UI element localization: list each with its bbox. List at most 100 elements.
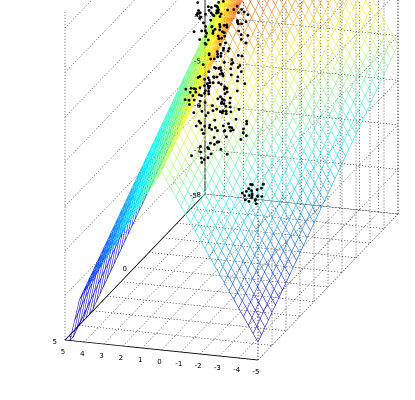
scatter-point — [207, 78, 211, 82]
scatter-point — [221, 124, 225, 128]
scatter-point — [212, 75, 215, 79]
scatter-point — [201, 63, 205, 66]
scatter-point — [200, 128, 204, 132]
scatter-point — [226, 49, 230, 53]
scatter-point — [225, 23, 229, 27]
scatter-point — [221, 74, 225, 78]
scatter-point — [217, 67, 221, 70]
scatter-point — [200, 94, 203, 98]
scatter-point — [206, 156, 210, 160]
scatter-point — [228, 125, 232, 129]
x-tick-label: 4 — [80, 350, 85, 358]
scatter-point — [247, 194, 251, 197]
scatter-point — [226, 8, 230, 12]
scatter-point — [234, 117, 238, 121]
scatter-point — [208, 84, 212, 88]
x-tick-label: 3 — [99, 352, 103, 360]
scatter-point — [213, 118, 217, 122]
scatter-point — [227, 47, 231, 50]
scatter-point — [192, 98, 196, 102]
x-tick-label: 0 — [157, 358, 161, 366]
scatter-point — [204, 114, 208, 117]
scatter-point — [245, 134, 248, 138]
scatter-point — [241, 131, 245, 135]
scatter-point — [239, 33, 243, 36]
scatter-point — [198, 75, 202, 78]
scatter-point — [254, 202, 258, 206]
scatter-point — [236, 66, 240, 69]
scatter-point — [219, 69, 223, 72]
scatter-point — [247, 200, 251, 203]
scatter-point — [206, 5, 210, 8]
scatter-point — [194, 90, 198, 94]
scatter-point — [225, 135, 228, 139]
scatter-point — [221, 0, 225, 3]
scatter-point — [240, 7, 244, 11]
scatter-point — [229, 67, 233, 71]
scatter-point — [240, 54, 244, 58]
scatter-point — [205, 82, 209, 85]
scatter-point — [222, 46, 226, 50]
scatter-point — [211, 109, 215, 112]
scatter-point — [211, 81, 215, 85]
scatter-point — [243, 194, 247, 198]
scatter-point — [205, 31, 209, 35]
scatter-point — [207, 70, 211, 73]
scatter-point — [199, 150, 203, 154]
scatter-point — [201, 21, 205, 25]
scatter-point — [216, 52, 220, 56]
scatter-point — [200, 161, 204, 164]
scatter-point — [243, 82, 247, 85]
scatter-point — [216, 129, 219, 133]
scatter-point — [202, 132, 205, 135]
scatter-point — [228, 105, 232, 109]
scatter-point — [199, 121, 203, 125]
scatter-point — [212, 136, 216, 139]
scatter-point — [256, 194, 259, 198]
scatter-point — [211, 13, 215, 17]
scatter-point — [236, 75, 240, 79]
x-tick-label: -2 — [195, 362, 202, 370]
scatter-point — [212, 57, 216, 61]
scatter-point — [218, 28, 222, 32]
scatter-point — [209, 57, 213, 61]
scatter-point — [216, 140, 219, 144]
scatter-point — [206, 38, 210, 42]
scatter-point — [222, 102, 226, 106]
scatter-point — [198, 11, 202, 15]
scatter-point — [207, 90, 211, 93]
scatter-point — [196, 1, 200, 5]
x-tick-label: -1 — [175, 360, 182, 368]
scatter-point — [250, 189, 254, 193]
scatter-point — [198, 86, 202, 90]
y-tick-label: 0 — [123, 265, 127, 273]
scatter-point — [225, 90, 229, 94]
scatter-point — [223, 34, 227, 38]
scatter-point — [203, 101, 207, 104]
scatter-point — [203, 84, 206, 87]
scatter-point — [211, 29, 215, 33]
scatter-point — [230, 126, 234, 130]
scatter-point — [203, 91, 207, 95]
scatter-point — [199, 15, 203, 19]
scatter-point — [240, 191, 244, 195]
scatter-point — [215, 107, 219, 111]
scatter-point — [192, 87, 196, 91]
scatter-point — [245, 122, 249, 126]
scatter-point — [235, 89, 239, 93]
scatter-point — [213, 27, 217, 31]
scatter-point — [210, 24, 214, 28]
scatter-point — [217, 37, 221, 41]
scatter-point — [228, 101, 232, 105]
scatter-point — [208, 123, 212, 127]
scatter-point — [217, 0, 221, 4]
scatter-point — [250, 192, 254, 196]
scatter-point — [229, 129, 233, 133]
scatter-point — [236, 54, 240, 57]
z-tick-label: -5 — [194, 57, 201, 65]
scatter-point — [192, 111, 196, 115]
surface-mesh — [64, 0, 399, 343]
scatter-point — [244, 20, 248, 24]
x-tick-label: -4 — [233, 366, 241, 374]
scatter-point — [216, 34, 220, 38]
